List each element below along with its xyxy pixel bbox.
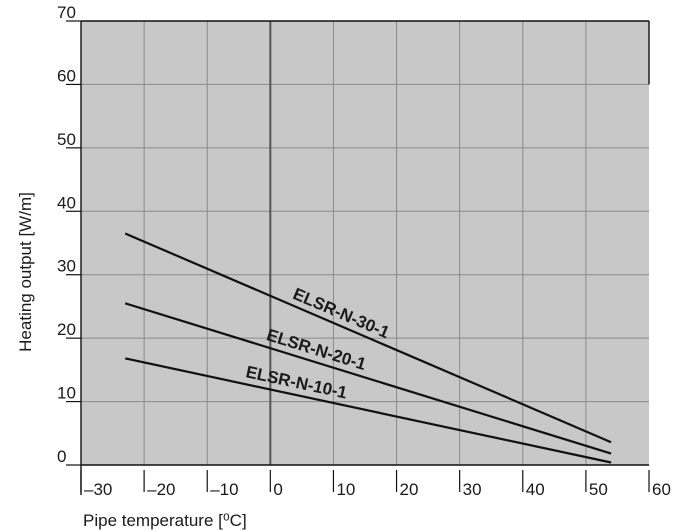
axes <box>80 20 650 495</box>
x-tick-label: 30 <box>463 480 482 499</box>
series-line-elsr-n-20-1 <box>124 302 612 455</box>
x-axis-title: Pipe temperature [⁰C] <box>83 511 247 530</box>
y-tick-label: 40 <box>57 193 76 212</box>
x-tick-label: –30 <box>84 480 112 499</box>
y-tick-label: 70 <box>57 3 76 22</box>
series-line-elsr-n-10-1 <box>124 357 612 464</box>
x-axis-ticks: –30 –20 –10 0 10 20 30 40 50 60 <box>80 470 671 499</box>
x-tick-label: 60 <box>652 480 671 499</box>
series-lines <box>124 232 612 464</box>
x-tick-label: 40 <box>526 480 545 499</box>
x-tick-label: 20 <box>400 480 419 499</box>
x-tick-label: 0 <box>273 480 282 499</box>
y-tick-label: 30 <box>57 257 76 276</box>
y-axis-title: Heating output [W/m] <box>16 192 35 352</box>
x-tick-label: 10 <box>336 480 355 499</box>
series-line-elsr-n-30-1 <box>124 232 612 444</box>
y-tick-label: 10 <box>57 384 76 403</box>
y-tick-label: 0 <box>57 447 66 466</box>
x-tick-label: –20 <box>147 480 175 499</box>
y-tick-label: 60 <box>57 66 76 85</box>
plot-background <box>81 21 649 465</box>
y-tick-label: 20 <box>57 320 76 339</box>
y-axis-ticks: 0 10 20 30 40 50 60 70 <box>57 3 81 466</box>
x-tick-label: –10 <box>210 480 238 499</box>
x-tick-label: 50 <box>589 480 608 499</box>
horizontal-gridlines <box>81 83 649 403</box>
y-tick-label: 50 <box>57 130 76 149</box>
